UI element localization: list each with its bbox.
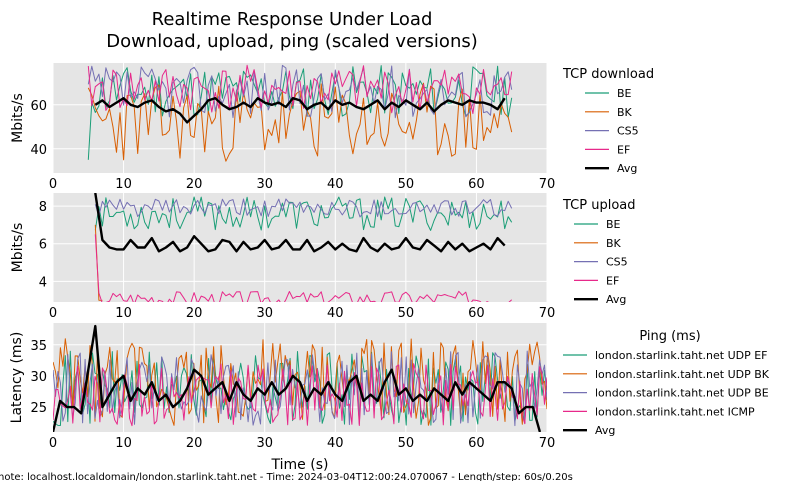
series-line-cs5	[94, 198, 513, 218]
y-tick-label: 6	[39, 238, 47, 253]
series-line-ef	[94, 234, 513, 302]
x-tick-label: 70	[539, 306, 556, 321]
legend-entry: BE	[606, 218, 621, 231]
series-line-ef	[87, 64, 513, 115]
figure-title-line2: Download, upload, ping (scaled versions)	[106, 31, 478, 52]
y-tick-label: 40	[30, 143, 47, 158]
x-tick-label: 30	[256, 177, 273, 192]
series-line-london-starlink-taht-net-icmp	[53, 363, 547, 427]
x-tick-label: 0	[49, 177, 57, 192]
x-tick-label: 30	[256, 306, 273, 321]
x-tick-label: 0	[49, 306, 57, 321]
legend-title: Ping (ms)	[639, 329, 700, 344]
y-tick-label: 60	[30, 99, 47, 114]
y-tick-label: 25	[30, 401, 47, 416]
legend-entry: Avg	[606, 293, 626, 306]
x-tick-label: 20	[186, 177, 203, 192]
x-tick-label: 30	[256, 436, 273, 451]
legend-entry: Avg	[617, 162, 637, 175]
panel-1: 0 10 20 30 40 50 60 70 40 60 Mbits/s TCP download BE…	[10, 63, 654, 192]
figure-title-line1: Realtime Response Under Load	[152, 9, 433, 30]
y-tick-label: 35	[30, 339, 47, 354]
legend-entry: london.starlink.taht.net UDP EF	[595, 349, 768, 362]
legend-entry: london.starlink.taht.net UDP BE	[595, 387, 769, 400]
x-tick-label: 10	[115, 436, 132, 451]
series-line-be	[94, 196, 513, 231]
y-axis-label: Latency (ms)	[9, 332, 25, 424]
x-tick-label: 20	[186, 436, 203, 451]
x-tick-label: 20	[186, 306, 203, 321]
y-axis-label: Mbits/s	[10, 223, 26, 273]
x-tick-label: 40	[327, 436, 344, 451]
legend-entry: london.starlink.taht.net ICMP	[595, 405, 755, 418]
panel-3: 0 10 20 30 40 50 60 70 25 30 35 Latency (ms) Ping (m…	[9, 323, 770, 451]
x-tick-label: 40	[327, 177, 344, 192]
series-group	[94, 193, 513, 302]
legend-entry: BK	[617, 106, 633, 119]
x-tick-label: 70	[539, 436, 556, 451]
panel-2: 0 10 20 30 40 50 60 70 4 6 8 Mbits/s TCP upload BE BK C…	[10, 193, 636, 321]
series-group	[87, 64, 513, 162]
series-line-avg	[94, 193, 506, 253]
legend-entry: EF	[606, 274, 619, 287]
y-axis-label: Mbits/s	[10, 93, 26, 143]
legend-entry: EF	[617, 143, 630, 156]
y-tick-label: 8	[39, 200, 47, 215]
x-tick-label: 50	[398, 306, 415, 321]
x-tick-label: 0	[49, 436, 57, 451]
series-line-london-starlink-taht-net-udp-bk	[53, 338, 547, 426]
footer-note: note: localhost.localdomain/london.starl…	[0, 472, 573, 481]
x-tick-label: 60	[468, 177, 485, 192]
series-group	[53, 324, 547, 432]
x-tick-label: 60	[468, 436, 485, 451]
series-line-avg	[53, 324, 542, 432]
series-line-avg	[94, 96, 506, 124]
legend-entry: BE	[617, 87, 632, 100]
legend-entry: CS5	[617, 125, 639, 138]
x-tick-label: 10	[115, 306, 132, 321]
legend-entry: london.starlink.taht.net UDP BK	[595, 368, 770, 381]
legend-entry: BK	[606, 237, 622, 250]
legend-entry: CS5	[606, 256, 628, 269]
y-tick-label: 4	[39, 275, 47, 290]
x-tick-label: 70	[539, 177, 556, 192]
x-axis-label: Time (s)	[271, 457, 329, 473]
legend-title: TCP download	[562, 67, 654, 82]
legend-title: TCP upload	[562, 198, 636, 213]
x-tick-label: 60	[468, 306, 485, 321]
x-tick-label: 40	[327, 306, 344, 321]
series-line-cs5	[87, 64, 513, 119]
y-tick-label: 30	[30, 370, 47, 385]
series-line-bk	[87, 82, 513, 162]
legend-entry: Avg	[595, 424, 615, 437]
x-tick-label: 50	[398, 177, 415, 192]
x-tick-label: 10	[115, 177, 132, 192]
x-tick-label: 50	[398, 436, 415, 451]
